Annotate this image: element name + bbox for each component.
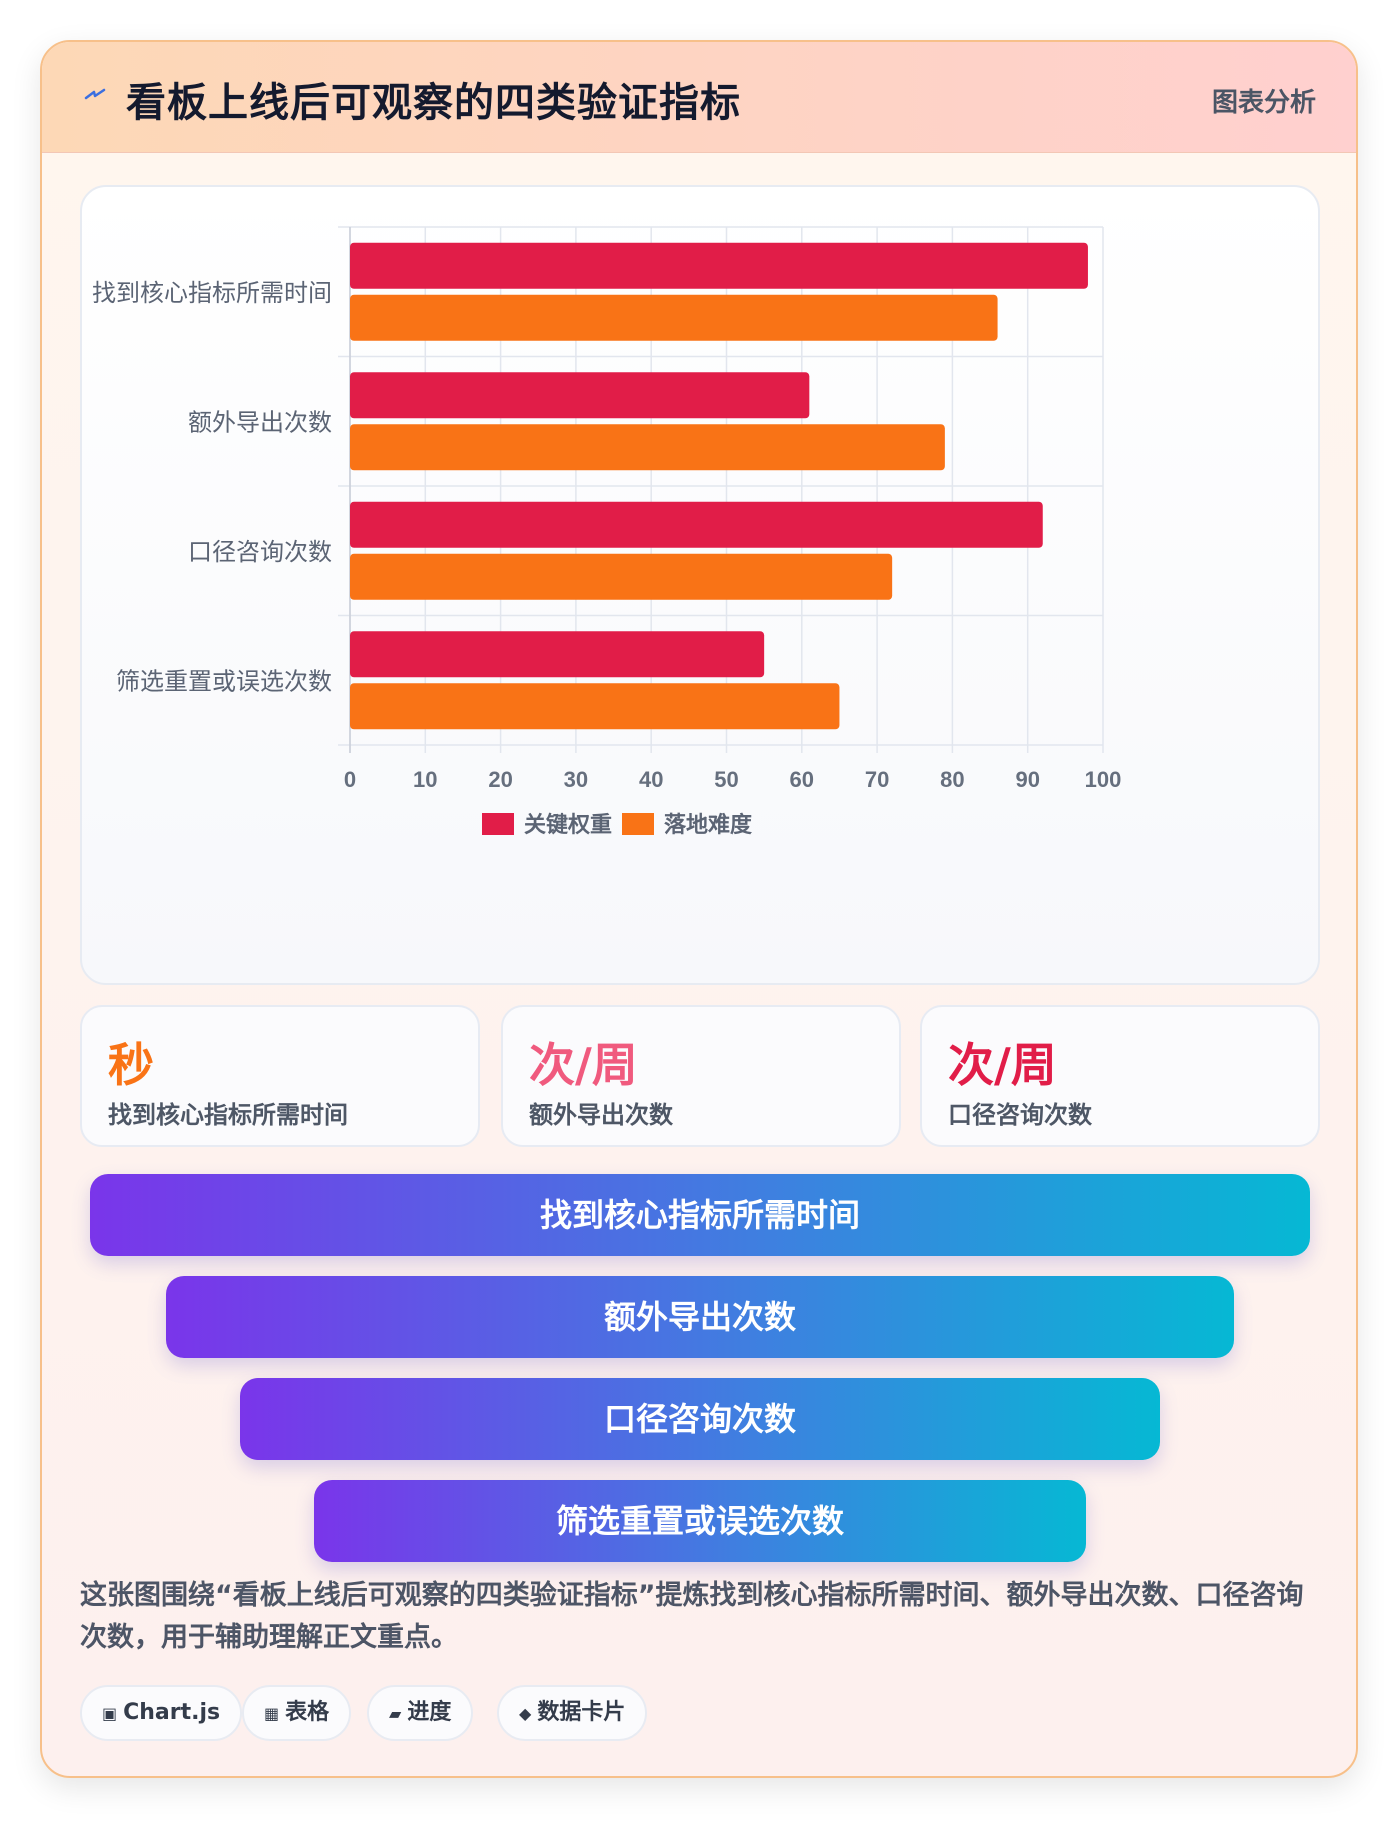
stat-value: 次/周	[948, 1038, 1057, 1092]
bar-关键权重-2	[350, 501, 1043, 548]
x-tick-label: 40	[639, 767, 663, 792]
x-tick-label: 70	[865, 767, 889, 792]
lightning-icon	[84, 88, 106, 100]
bar-落地难度-2	[350, 553, 893, 600]
x-tick-label: 60	[790, 767, 814, 792]
tag-label: 数据卡片	[537, 1700, 626, 1725]
stat-card-export: 次/周 额外导出次数	[501, 1005, 901, 1147]
funnel-step-3: 口径咨询次数	[240, 1378, 1160, 1460]
chart-panel: 找到核心指标所需时间额外导出次数 口径咨询次数筛选重置或误选次数 0 10 20 30 40…	[80, 185, 1320, 985]
funnel-step-4: 筛选重置或误选次数	[314, 1480, 1086, 1562]
funnel-step-1: 找到核心指标所需时间	[90, 1174, 1310, 1256]
diamond-icon: ◆	[519, 1704, 532, 1723]
category-label: 口径咨询次数	[188, 539, 332, 566]
x-tick-label: 10	[413, 767, 437, 792]
stat-value: 次/周	[529, 1038, 638, 1092]
chart-icon: ▣	[102, 1704, 118, 1723]
bar-落地难度-1	[350, 424, 945, 471]
stat-card-time: 秒 找到核心指标所需时间	[80, 1005, 480, 1147]
funnel-step-2: 额外导出次数	[166, 1276, 1234, 1358]
header-tag: 图表分析	[1211, 88, 1316, 118]
card-header: 看板上线后可观察的四类验证指标 图表分析	[42, 42, 1356, 153]
stat-label: 找到核心指标所需时间	[108, 1101, 348, 1129]
chart-description: 这张图围绕“看板上线后可观察的四类验证指标”提炼找到核心指标所需时间、额外导出次…	[80, 1580, 1304, 1653]
tag-data-card[interactable]: ◆ 数据卡片	[497, 1685, 648, 1741]
x-tick-label: 20	[488, 767, 512, 792]
category-label: 找到核心指标所需时间	[92, 280, 332, 307]
x-tick-label: 0	[344, 767, 356, 792]
legend-label: 关键权重	[524, 812, 612, 837]
legend-swatch	[482, 813, 514, 835]
stat-label: 额外导出次数	[529, 1101, 673, 1129]
bar-关键权重-0	[350, 242, 1088, 289]
stat-card-inquiry: 次/周 口径咨询次数	[920, 1005, 1320, 1147]
tag-label: 进度	[407, 1700, 452, 1725]
category-label: 筛选重置或误选次数	[116, 668, 332, 695]
legend-label: 落地难度	[664, 812, 753, 837]
tag-chartjs[interactable]: ▣ Chart.js	[80, 1685, 243, 1741]
x-tick-label: 100	[1085, 767, 1122, 792]
bar-落地难度-0	[350, 294, 998, 341]
x-tick-label: 80	[940, 767, 964, 792]
tag-label: Chart.js	[123, 1700, 221, 1725]
bar-关键权重-1	[350, 372, 810, 419]
tag-progress[interactable]: ▰ 进度	[367, 1685, 474, 1741]
tag-label: 表格	[285, 1700, 330, 1725]
category-label: 额外导出次数	[188, 409, 332, 436]
stat-value: 秒	[108, 1038, 154, 1092]
bar-关键权重-3	[350, 631, 765, 678]
legend-swatch	[622, 813, 654, 835]
x-tick-label: 30	[564, 767, 588, 792]
x-tick-label: 90	[1015, 767, 1039, 792]
infographic-card: 看板上线后可观察的四类验证指标 图表分析 找到核心指标所需时间 额外导出次数 口径咨…	[40, 40, 1358, 1778]
bar-落地难度-3	[350, 683, 840, 730]
page-title: 看板上线后可观察的四类验证指标	[126, 80, 741, 126]
stat-label: 口径咨询次数	[948, 1101, 1092, 1129]
progress-icon: ▰	[389, 1704, 402, 1723]
tag-table[interactable]: ▦ 表格	[242, 1685, 352, 1741]
x-tick-label: 50	[714, 767, 738, 792]
table-icon: ▦	[264, 1704, 280, 1723]
